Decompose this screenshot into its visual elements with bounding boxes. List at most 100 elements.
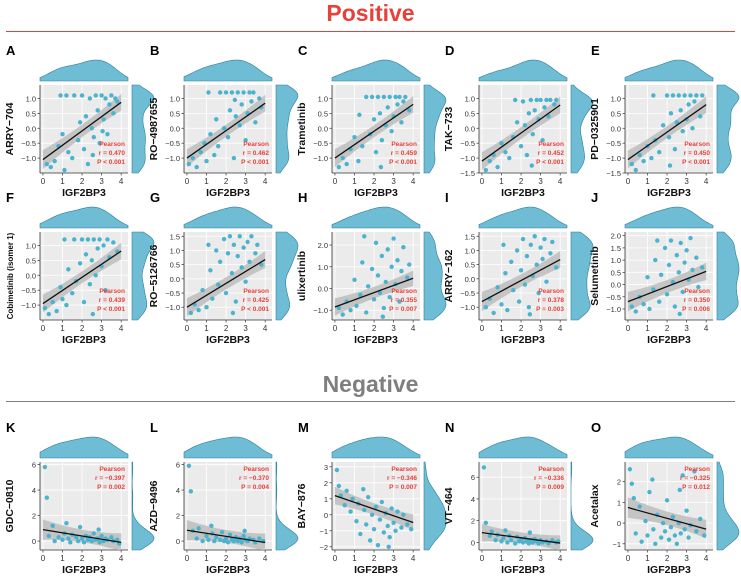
x-tick-label: 0: [333, 177, 338, 186]
y-tick-label: −1.0: [606, 154, 621, 163]
data-point: [684, 508, 689, 513]
density-right: [423, 84, 447, 174]
data-point: [365, 284, 371, 289]
data-point: [694, 255, 699, 260]
data-point: [96, 527, 101, 532]
data-point: [526, 111, 532, 116]
x-tick-label: 3: [538, 554, 543, 563]
density-top: [478, 59, 568, 82]
data-point: [364, 94, 369, 100]
y-tick-label: 1.0: [26, 241, 36, 250]
y-tick-label: −2: [319, 543, 328, 552]
stats-method: Pearson: [99, 466, 125, 473]
y-axis-title: GDC−0810: [4, 479, 16, 532]
data-point: [546, 541, 551, 546]
data-point: [81, 146, 87, 152]
data-point: [373, 149, 379, 155]
y-tick-label: 0.5: [318, 109, 328, 118]
y-tick-label: 3: [324, 463, 328, 472]
y-tick-label: 2: [176, 512, 180, 521]
data-point: [381, 305, 387, 311]
y-tick-label: −1.0: [606, 305, 621, 314]
x-tick-label: 1: [352, 177, 357, 186]
data-point: [60, 296, 65, 302]
density-right: [131, 231, 155, 321]
data-point: [50, 523, 55, 528]
data-point: [340, 155, 345, 161]
data-point: [409, 527, 414, 532]
data-point: [245, 239, 250, 245]
data-point: [100, 129, 105, 134]
data-point: [678, 240, 683, 246]
y-tick-label: 0.0: [465, 124, 475, 133]
data-point: [520, 540, 526, 545]
x-tick-label: 1: [60, 177, 65, 186]
x-tick-label: 3: [684, 554, 689, 563]
data-point: [682, 93, 687, 98]
panel-g: G Pearson r = 0.425 P < 0.001 0 1 2 3 4 −1.0 −0.5 0…: [148, 190, 299, 346]
data-point: [247, 259, 252, 265]
data-point: [686, 102, 691, 107]
data-point: [44, 161, 50, 167]
data-point: [95, 108, 100, 113]
panel-label: L: [150, 420, 158, 435]
data-point: [401, 99, 406, 104]
data-point: [369, 512, 375, 517]
section-title-positive: Positive: [326, 0, 415, 26]
data-point: [499, 140, 504, 146]
data-point: [77, 120, 83, 125]
data-point: [668, 111, 674, 116]
x-tick-label: 2: [80, 177, 85, 186]
x-tick-label: 3: [684, 177, 689, 186]
data-point: [653, 541, 658, 546]
stats-r: r = 0.452: [538, 150, 565, 157]
data-point: [692, 99, 697, 104]
data-point: [200, 287, 205, 293]
x-tick-label: 3: [243, 554, 248, 563]
y-axis-title: RO−5126766: [148, 244, 160, 307]
stats-method: Pearson: [243, 141, 269, 148]
regression-line: [627, 270, 707, 303]
data-point: [385, 105, 390, 110]
y-tick-label: 4: [176, 486, 180, 495]
stats-r: r = −0.336: [534, 475, 564, 482]
data-point: [344, 488, 349, 493]
stats-r: r = −0.370: [239, 475, 269, 482]
data-point: [493, 538, 498, 543]
stats-method: Pearson: [243, 466, 269, 473]
density-right: [131, 84, 155, 174]
data-point: [200, 538, 205, 544]
panel-b: B Pearson r = 0.462 P < 0.001 0 1 2 3 4 −1.0 −0.5 0…: [148, 43, 299, 199]
x-tick-label: 2: [665, 324, 670, 333]
data-point: [97, 237, 102, 242]
data-point: [491, 310, 496, 316]
data-point: [633, 167, 638, 173]
data-point: [89, 538, 95, 544]
data-point: [105, 237, 110, 242]
data-point: [243, 279, 248, 284]
density-top: [624, 59, 714, 82]
data-point: [79, 536, 85, 541]
data-point: [66, 536, 71, 541]
x-tick-label: 0: [41, 177, 46, 186]
data-point: [231, 538, 237, 544]
data-point: [633, 531, 638, 536]
density-right: [423, 231, 447, 321]
data-point: [348, 509, 353, 514]
data-point: [64, 302, 69, 308]
data-point: [230, 310, 236, 316]
data-point: [407, 108, 412, 113]
data-point: [107, 102, 112, 107]
density-top: [331, 59, 421, 82]
data-point: [52, 158, 57, 164]
density-right: [570, 231, 594, 321]
y-tick-label: 2: [471, 517, 475, 526]
data-point: [64, 521, 69, 526]
y-tick-label: −1.0: [165, 303, 180, 312]
data-point: [399, 268, 404, 274]
data-point: [375, 543, 381, 548]
data-point: [514, 120, 520, 125]
data-point: [72, 93, 77, 98]
panel-label: O: [591, 420, 601, 435]
y-tick-label: 0: [324, 511, 328, 520]
